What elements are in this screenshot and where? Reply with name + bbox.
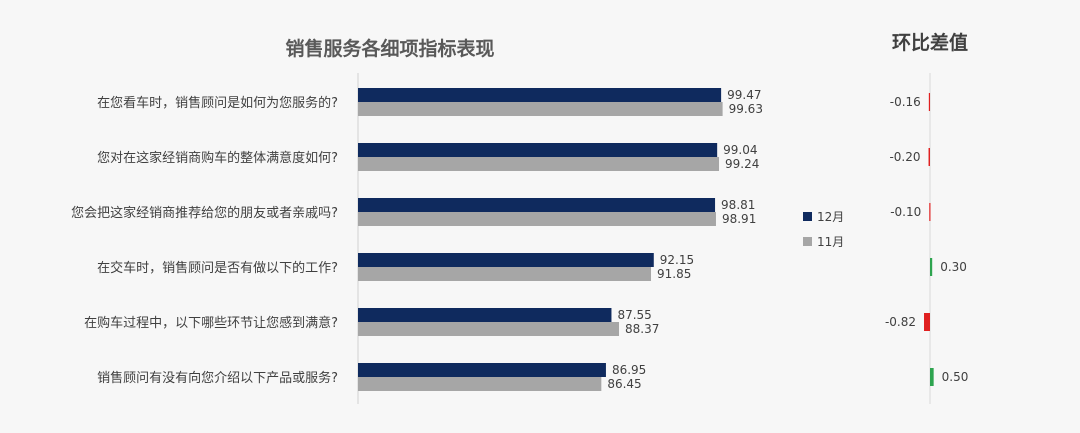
- diff-label: -0.82: [885, 315, 916, 329]
- value-label: 98.81: [721, 198, 755, 212]
- value-label: 86.45: [607, 377, 641, 391]
- value-label: 91.85: [657, 267, 691, 281]
- bar-dec: [358, 88, 722, 102]
- diff-label: 0.50: [942, 370, 969, 384]
- bar-dec: [358, 253, 654, 267]
- value-label: 99.24: [725, 157, 759, 171]
- category-label: 您对在这家经销商购车的整体满意度如何?: [97, 150, 338, 166]
- diff-bar: [928, 148, 930, 166]
- bar-nov: [358, 377, 602, 391]
- bar-nov: [358, 102, 723, 116]
- value-label: 99.04: [723, 143, 757, 157]
- diff-chart-title: 环比差值: [891, 32, 968, 54]
- chart-title: 销售服务各细项指标表现: [285, 38, 495, 60]
- bar-dec: [358, 198, 716, 212]
- value-label: 98.91: [722, 212, 756, 226]
- diff-label: -0.16: [890, 95, 921, 109]
- diff-bar: [930, 368, 934, 386]
- value-label: 99.47: [727, 88, 761, 102]
- diff-bar: [930, 258, 933, 276]
- value-label: 88.37: [625, 322, 659, 336]
- diff-label: 0.30: [940, 260, 967, 274]
- diff-label: -0.20: [889, 150, 920, 164]
- diff-bar: [928, 93, 931, 111]
- bar-nov: [358, 267, 652, 281]
- legend-swatch: [803, 212, 812, 221]
- bar-nov: [358, 212, 716, 226]
- bar-dec: [358, 363, 606, 377]
- bar-dec: [358, 308, 612, 322]
- category-label: 您会把这家经销商推荐给您的朋友或者亲戚吗?: [71, 205, 338, 221]
- bar-dec: [358, 143, 718, 157]
- category-label: 在您看车时，销售顾问是如何为您服务的?: [97, 95, 338, 111]
- legend-swatch: [803, 237, 812, 246]
- bar-nov: [358, 322, 620, 336]
- category-label: 在购车过程中，以下哪些环节让您感到满意?: [84, 315, 338, 331]
- legend-label: 11月: [817, 235, 844, 249]
- category-label: 在交车时，销售顾问是否有做以下的工作?: [97, 260, 338, 276]
- value-label: 99.63: [729, 102, 763, 116]
- category-label: 销售顾问有没有向您介绍以下产品或服务?: [97, 370, 338, 386]
- diff-bar: [929, 203, 931, 221]
- diff-bar: [924, 313, 930, 331]
- diff-label: -0.10: [890, 205, 921, 219]
- value-label: 87.55: [617, 308, 651, 322]
- value-label: 92.15: [660, 253, 694, 267]
- value-label: 86.95: [612, 363, 646, 377]
- bar-nov: [358, 157, 720, 171]
- legend-label: 12月: [817, 210, 844, 224]
